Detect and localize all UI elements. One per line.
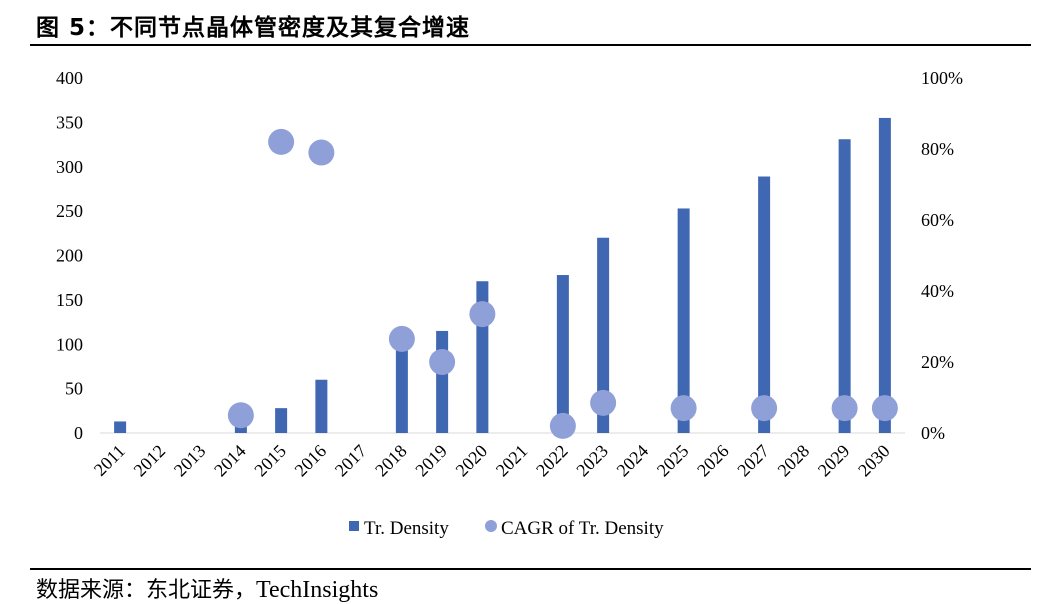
y-left-tick-label: 250 xyxy=(56,201,83,221)
x-tick-label: 2027 xyxy=(733,441,773,481)
x-tick-label: 2019 xyxy=(411,441,451,481)
y-right-tick-label: 0% xyxy=(921,423,945,443)
y-left-tick-label: 400 xyxy=(56,68,83,88)
bar-2025 xyxy=(677,208,690,433)
cagr-point-2014 xyxy=(227,402,254,429)
bars-layer xyxy=(114,117,891,434)
y-right-tick-label: 100% xyxy=(921,68,963,88)
bar-2018 xyxy=(395,344,408,433)
y-right-tick-label: 20% xyxy=(921,352,954,372)
cagr-point-2016 xyxy=(308,139,335,166)
left-axis: 0 50 100 150 200 250 300 350 400 xyxy=(56,68,83,443)
y-left-tick-label: 200 xyxy=(56,246,83,266)
cagr-point-2027 xyxy=(751,395,778,422)
cagr-point-2015 xyxy=(268,128,295,155)
x-tick-label: 2030 xyxy=(854,441,894,481)
bar-2014 xyxy=(234,424,247,433)
x-tick-label: 2028 xyxy=(774,441,814,481)
bar-2030 xyxy=(878,117,891,433)
y-left-tick-label: 350 xyxy=(56,112,83,132)
x-tick-label: 2016 xyxy=(291,441,331,481)
right-axis: 0% 20% 40% 60% 80% 100% xyxy=(921,68,963,443)
x-tick-label: 2014 xyxy=(210,441,250,481)
cagr-point-2030 xyxy=(871,395,898,422)
x-tick-label: 2021 xyxy=(492,441,532,481)
source-label: 数据来源：东北证券， xyxy=(36,578,257,603)
x-tick-labels: 2011 2012 2013 2014 2015 2016 2017 2018 2019 2020… xyxy=(90,441,894,481)
bar-2027 xyxy=(758,176,771,433)
cagr-point-2023 xyxy=(590,389,617,416)
bar-2029 xyxy=(838,139,851,434)
x-tick-label: 2026 xyxy=(693,441,733,481)
legend-dot-swatch xyxy=(485,520,497,532)
x-tick-label: 2018 xyxy=(371,441,411,481)
cagr-point-2025 xyxy=(670,395,697,422)
figure-title: 图 5：不同节点晶体管密度及其复合增速 xyxy=(36,15,471,41)
x-tick-label: 2015 xyxy=(250,441,290,481)
y-left-tick-label: 300 xyxy=(56,157,83,177)
cagr-point-2022 xyxy=(549,412,576,439)
y-left-tick-label: 150 xyxy=(56,290,83,310)
bar-2022 xyxy=(556,275,569,433)
legend-dot-label: CAGR of Tr. Density xyxy=(501,518,664,539)
dots-layer xyxy=(227,128,898,439)
x-tick-label: 2029 xyxy=(814,441,854,481)
y-right-tick-label: 40% xyxy=(921,281,954,301)
x-tick-label: 2025 xyxy=(653,441,693,481)
bar-2011 xyxy=(114,421,127,433)
y-right-tick-label: 60% xyxy=(921,210,954,230)
y-left-tick-label: 0 xyxy=(74,423,83,443)
top-rule xyxy=(30,44,1031,46)
x-tick-label: 2024 xyxy=(613,441,653,481)
x-tick-label: 2023 xyxy=(572,441,612,481)
y-right-tick-label: 80% xyxy=(921,139,954,159)
x-tick-label: 2012 xyxy=(130,441,170,481)
chart: 0 50 100 150 200 250 300 350 400 0% 20% 40% 60% 80% 1… xyxy=(56,68,963,539)
x-tick-label: 2011 xyxy=(90,441,129,480)
legend: Tr. Density CAGR of Tr. Density xyxy=(349,518,664,539)
cagr-point-2029 xyxy=(831,395,858,422)
x-tick-label: 2020 xyxy=(452,441,492,481)
x-tick-label: 2017 xyxy=(331,441,371,481)
bar-2015 xyxy=(275,408,288,433)
bar-2016 xyxy=(315,379,328,433)
legend-bar-label: Tr. Density xyxy=(364,518,449,539)
source-note: 数据来源：东北证券，TechInsights xyxy=(36,572,378,604)
legend-bar-swatch xyxy=(349,521,359,531)
source-name: TechInsights xyxy=(256,577,379,603)
cagr-point-2018 xyxy=(388,325,415,352)
y-left-tick-label: 50 xyxy=(65,379,83,399)
bar-2023 xyxy=(597,237,610,433)
x-tick-label: 2022 xyxy=(532,441,572,481)
bar-2019 xyxy=(436,330,449,433)
cagr-point-2019 xyxy=(429,349,456,375)
cagr-point-2020 xyxy=(469,301,496,328)
y-left-tick-label: 100 xyxy=(56,334,83,354)
x-tick-label: 2013 xyxy=(170,441,210,481)
bottom-rule xyxy=(30,568,1031,570)
